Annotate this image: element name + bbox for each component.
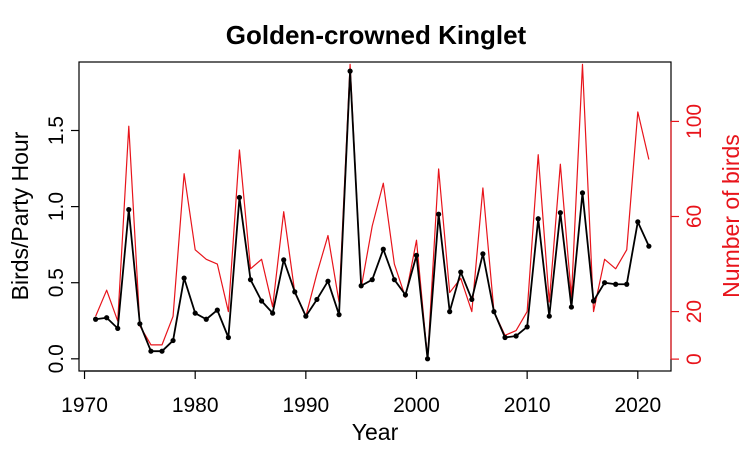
data-point bbox=[613, 281, 619, 287]
data-point bbox=[336, 312, 342, 318]
y-axis-right-title: Number of birds bbox=[718, 134, 744, 298]
data-point bbox=[181, 275, 187, 281]
y-tick-right-label: 20 bbox=[683, 300, 706, 323]
data-point bbox=[137, 321, 143, 327]
y-axis-left: 0.0 0.5 1.0 1.5 bbox=[45, 116, 80, 373]
y-tick-right-label: 60 bbox=[683, 205, 706, 228]
data-point bbox=[635, 219, 641, 225]
x-tick-label: 2020 bbox=[614, 394, 661, 417]
data-point bbox=[413, 252, 420, 258]
data-point bbox=[214, 307, 220, 313]
data-point bbox=[170, 337, 176, 344]
data-point bbox=[579, 190, 586, 196]
data-point bbox=[126, 207, 132, 213]
data-point bbox=[535, 216, 541, 222]
data-point bbox=[347, 68, 353, 74]
series-line-birds-per-party-hour bbox=[95, 70, 650, 360]
chart-title: Golden-crowned Kinglet bbox=[226, 20, 527, 50]
y-axis-left-title: Birds/Party Hour bbox=[7, 131, 33, 300]
data-point bbox=[236, 194, 243, 201]
data-point bbox=[458, 269, 464, 275]
data-point bbox=[491, 309, 497, 315]
data-point bbox=[270, 310, 276, 316]
x-tick-label: 1990 bbox=[282, 394, 329, 417]
data-point bbox=[480, 251, 486, 257]
data-point bbox=[247, 277, 254, 283]
series-layer bbox=[93, 63, 652, 362]
data-point bbox=[225, 334, 231, 341]
y-tick-right-label: 0 bbox=[683, 353, 706, 365]
data-point bbox=[524, 324, 530, 330]
x-tick-label: 2010 bbox=[504, 394, 551, 417]
y-axis-right: 0 20 60 100 bbox=[670, 104, 706, 365]
data-point bbox=[546, 313, 552, 319]
data-point bbox=[513, 333, 519, 339]
data-point bbox=[358, 283, 364, 289]
x-axis-title: Year bbox=[352, 419, 399, 445]
data-point bbox=[402, 292, 409, 298]
data-point bbox=[590, 298, 597, 304]
data-point bbox=[93, 316, 99, 322]
x-axis: 1970 1980 1990 2000 2010 2020 bbox=[61, 370, 661, 417]
data-point bbox=[258, 298, 265, 304]
data-point bbox=[568, 304, 575, 310]
data-point bbox=[281, 257, 287, 263]
data-point bbox=[115, 325, 121, 331]
data-point bbox=[424, 356, 431, 362]
data-point bbox=[325, 278, 331, 284]
data-point bbox=[557, 210, 563, 216]
y-tick-left-label: 0.5 bbox=[45, 268, 68, 297]
data-point bbox=[447, 309, 453, 315]
y-tick-left-label: 0.0 bbox=[45, 344, 68, 373]
x-tick-label: 1970 bbox=[61, 394, 108, 417]
data-point bbox=[314, 296, 320, 303]
data-point bbox=[469, 296, 475, 303]
data-point bbox=[203, 316, 209, 322]
data-point bbox=[303, 313, 309, 319]
x-tick-label: 2000 bbox=[393, 394, 440, 417]
data-point bbox=[624, 281, 630, 287]
data-point bbox=[380, 246, 386, 252]
data-point bbox=[602, 280, 608, 286]
data-point bbox=[391, 277, 397, 283]
x-tick-label: 1980 bbox=[172, 394, 219, 417]
data-point bbox=[502, 334, 508, 341]
data-point bbox=[148, 348, 154, 354]
data-point bbox=[104, 315, 110, 321]
data-point bbox=[369, 277, 375, 283]
series-line-number-of-birds bbox=[95, 63, 650, 360]
y-tick-left-label: 1.5 bbox=[45, 116, 68, 145]
data-point bbox=[646, 243, 652, 249]
y-tick-right-label: 100 bbox=[683, 104, 706, 139]
data-point bbox=[192, 310, 198, 316]
y-tick-left-label: 1.0 bbox=[45, 192, 68, 221]
data-point bbox=[436, 211, 442, 217]
data-point bbox=[292, 289, 298, 295]
data-point bbox=[159, 348, 165, 354]
